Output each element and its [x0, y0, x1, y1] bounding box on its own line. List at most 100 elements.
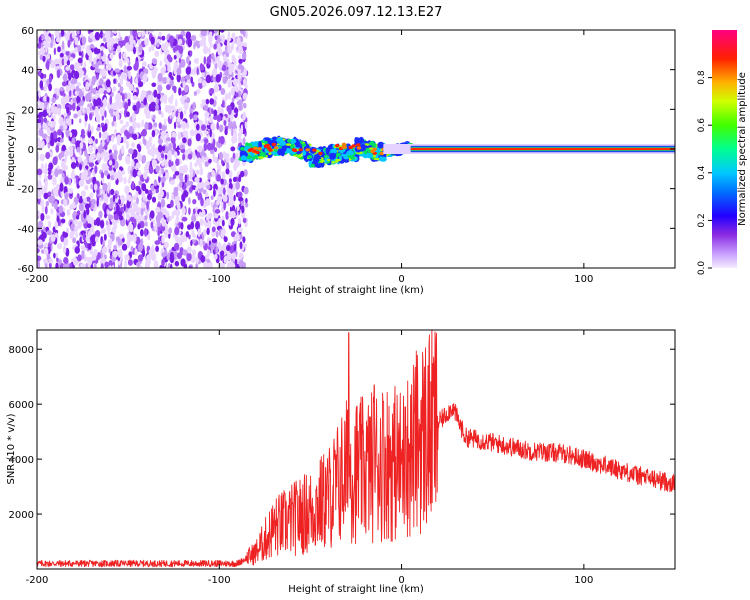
noise-cell: [87, 243, 92, 251]
noise-cell: [130, 245, 134, 252]
noise-cell: [217, 34, 221, 43]
noise-cell: [50, 33, 54, 42]
noise-cell: [152, 143, 156, 153]
noise-cell: [212, 57, 216, 62]
noise-cell: [57, 243, 63, 250]
noise-cell: [131, 160, 135, 167]
noise-cell: [78, 91, 84, 98]
noise-cell: [113, 121, 117, 128]
noise-cell: [44, 205, 48, 215]
noise-cell: [85, 235, 91, 243]
noise-cell: [140, 131, 145, 137]
noise-cell: [151, 159, 158, 168]
noise-cell: [190, 35, 197, 41]
noise-cell: [166, 54, 172, 61]
noise-cell: [86, 215, 92, 222]
noise-cell: [79, 99, 85, 106]
noise-cell: [236, 42, 240, 48]
signal-cell: [366, 153, 374, 159]
noise-cell: [155, 165, 160, 173]
noise-cell: [203, 104, 208, 112]
noise-cell: [200, 255, 206, 263]
noise-cell: [137, 32, 142, 38]
noise-cell: [210, 149, 215, 155]
noise-cell: [116, 113, 120, 121]
noise-cell: [174, 260, 180, 267]
noise-cell: [166, 253, 171, 261]
noise-cell: [100, 227, 106, 234]
noise-cell: [215, 245, 219, 255]
noise-cell: [106, 210, 111, 216]
noise-cell: [154, 50, 160, 57]
noise-cell: [37, 139, 42, 148]
noise-cell: [75, 156, 78, 162]
noise-cell: [176, 116, 181, 123]
noise-cell: [190, 221, 195, 230]
signal-cell: [298, 148, 303, 152]
noise-cell: [83, 209, 87, 219]
noise-cell: [48, 258, 53, 264]
noise-cell: [96, 97, 102, 106]
signal-cell: [297, 155, 302, 158]
noise-cell: [197, 120, 203, 126]
noise-cell: [60, 30, 65, 37]
signal-cell: [266, 146, 272, 150]
noise-cell: [98, 210, 103, 219]
noise-cell: [144, 215, 148, 221]
noise-cell: [147, 90, 152, 96]
noise-cell: [50, 234, 56, 242]
noise-cell: [46, 62, 50, 71]
noise-cell: [40, 213, 45, 221]
noise-cell: [167, 105, 173, 114]
signal-cell: [264, 140, 268, 145]
noise-cell: [107, 239, 113, 246]
noise-cell: [226, 39, 230, 49]
noise-cell: [121, 93, 125, 102]
noise-cell: [132, 104, 137, 112]
noise-cell: [185, 66, 191, 75]
noise-cell: [201, 124, 206, 131]
noise-cell: [78, 118, 82, 124]
noise-cell: [104, 261, 109, 268]
noise-cell: [187, 138, 192, 147]
noise-cell: [218, 152, 223, 160]
signal-cell: [268, 152, 272, 155]
noise-cell: [113, 171, 118, 181]
signal-cell: [302, 150, 307, 156]
noise-cell: [151, 69, 157, 76]
noise-cell: [228, 182, 233, 190]
noise-cell: [155, 214, 161, 223]
noise-cell: [123, 203, 126, 211]
noise-cell: [107, 230, 111, 237]
noise-cell: [166, 84, 171, 91]
noise-cell: [212, 156, 218, 163]
noise-cell: [173, 186, 179, 194]
noise-cell: [144, 121, 149, 131]
noise-cell: [109, 169, 115, 176]
noise-cell: [189, 50, 193, 57]
noise-cell: [236, 205, 240, 212]
noise-cell: [138, 188, 142, 195]
noise-cell: [211, 226, 216, 233]
noise-cell: [66, 209, 71, 216]
noise-cell: [232, 176, 237, 183]
noise-cell: [68, 72, 72, 81]
noise-cell: [218, 218, 222, 223]
noise-cell: [188, 148, 192, 153]
noise-cell: [96, 73, 99, 80]
noise-cell: [173, 209, 177, 216]
noise-cell: [118, 51, 122, 60]
noise-cell: [228, 195, 233, 200]
signal-cell: [325, 147, 330, 155]
noise-cell: [46, 53, 51, 60]
noise-cell: [63, 237, 69, 247]
noise-cell: [65, 66, 71, 71]
noise-cell: [193, 91, 198, 96]
noise-cell: [186, 56, 190, 64]
noise-cell: [75, 175, 79, 185]
noise-cell: [93, 183, 98, 191]
signal-cell: [290, 143, 295, 148]
noise-cell: [235, 92, 239, 98]
noise-cell: [90, 184, 93, 190]
noise-cell: [37, 248, 40, 254]
